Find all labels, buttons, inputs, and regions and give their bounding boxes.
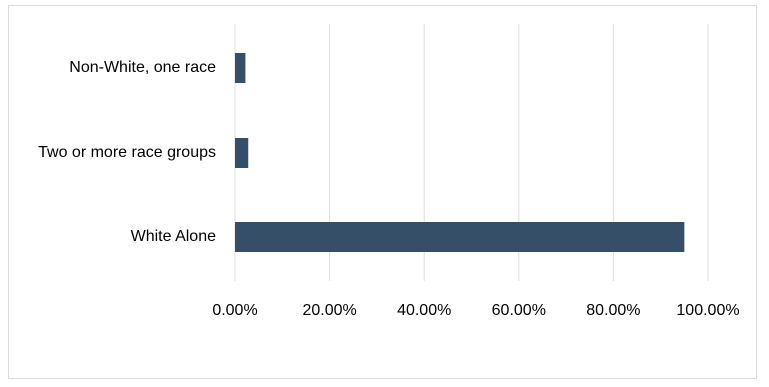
- x-tick-label-1: 20.00%: [302, 302, 356, 319]
- category-label-1: Two or more race groups: [38, 144, 216, 161]
- x-tick-labels: 0.00% 20.00% 40.00% 60.00% 80.00% 100.00%: [212, 302, 739, 319]
- chart-frame: [8, 5, 757, 379]
- x-tick-label-5: 100.00%: [676, 302, 739, 319]
- bar-1: [235, 138, 249, 168]
- x-tick-label-0: 0.00%: [212, 302, 257, 319]
- bar-0: [235, 53, 246, 83]
- x-tick-label-2: 40.00%: [397, 302, 451, 319]
- category-labels: Non-White, one race Two or more race grou…: [38, 59, 216, 245]
- bar-2: [235, 222, 685, 252]
- category-label-0: Non-White, one race: [69, 59, 216, 76]
- bars: [235, 53, 685, 252]
- x-tick-label-4: 80.00%: [586, 302, 640, 319]
- x-tick-label-3: 60.00%: [492, 302, 546, 319]
- category-label-2: White Alone: [131, 228, 216, 245]
